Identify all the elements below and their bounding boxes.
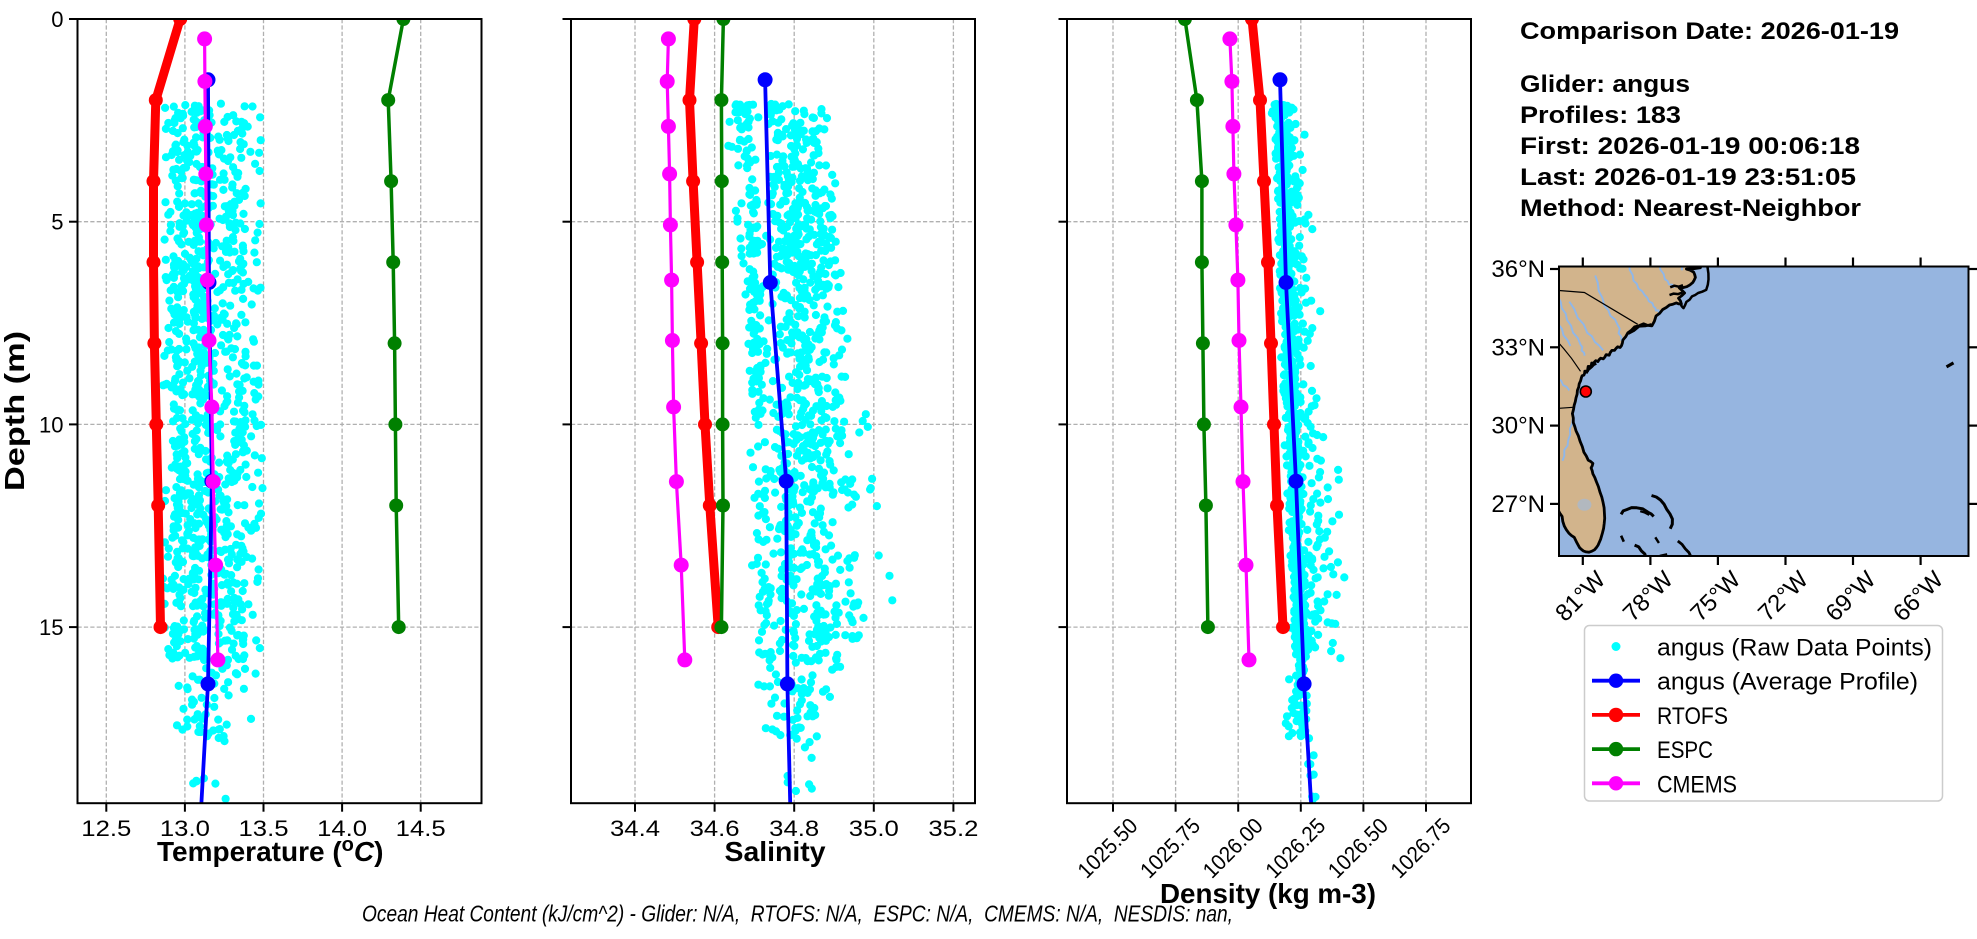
svg-text:RTOFS: RTOFS xyxy=(1657,703,1728,730)
svg-text:36°N: 36°N xyxy=(1491,256,1545,283)
svg-text:angus (Raw Data Points): angus (Raw Data Points) xyxy=(1657,635,1932,662)
svg-text:14.5: 14.5 xyxy=(396,816,446,841)
svg-text:Depth (m): Depth (m) xyxy=(0,331,30,491)
svg-text:35.0: 35.0 xyxy=(849,816,899,841)
svg-text:27°N: 27°N xyxy=(1491,491,1545,518)
svg-text:34.4: 34.4 xyxy=(610,816,660,841)
svg-text:Last: 2026-01-19 23:51:05: Last: 2026-01-19 23:51:05 xyxy=(1520,164,1856,191)
svg-text:33°N: 33°N xyxy=(1491,334,1545,361)
svg-text:Method: Nearest-Neighbor: Method: Nearest-Neighbor xyxy=(1520,195,1861,222)
svg-text:34.8: 34.8 xyxy=(769,816,819,841)
svg-text:Ocean Heat Content (kJ/cm^2) -: Ocean Heat Content (kJ/cm^2) - Glider: N… xyxy=(362,901,1233,927)
svg-text:13.0: 13.0 xyxy=(160,816,210,841)
svg-text:angus (Average Profile): angus (Average Profile) xyxy=(1657,669,1918,696)
svg-text:Temperature (oC): Temperature (oC) xyxy=(157,834,383,867)
svg-text:ESPC: ESPC xyxy=(1657,737,1713,764)
svg-text:14.0: 14.0 xyxy=(317,816,367,841)
svg-text:Profiles: 183: Profiles: 183 xyxy=(1520,102,1681,129)
svg-text:13.5: 13.5 xyxy=(239,816,289,841)
svg-text:Density (kg m-3): Density (kg m-3) xyxy=(1160,878,1376,909)
svg-text:34.6: 34.6 xyxy=(690,816,740,841)
svg-text:Salinity: Salinity xyxy=(725,836,826,867)
svg-text:First: 2026-01-19 00:06:18: First: 2026-01-19 00:06:18 xyxy=(1520,133,1860,160)
svg-text:5: 5 xyxy=(51,210,63,235)
svg-text:35.2: 35.2 xyxy=(928,816,978,841)
svg-text:30°N: 30°N xyxy=(1491,413,1545,440)
svg-text:15: 15 xyxy=(39,615,63,640)
svg-text:0: 0 xyxy=(51,7,63,32)
svg-text:12.5: 12.5 xyxy=(81,816,131,841)
svg-text:10: 10 xyxy=(39,412,63,437)
svg-text:Glider: angus: Glider: angus xyxy=(1520,71,1690,98)
svg-text:CMEMS: CMEMS xyxy=(1657,771,1737,798)
svg-text:Comparison Date: 2026-01-19: Comparison Date: 2026-01-19 xyxy=(1520,18,1899,45)
